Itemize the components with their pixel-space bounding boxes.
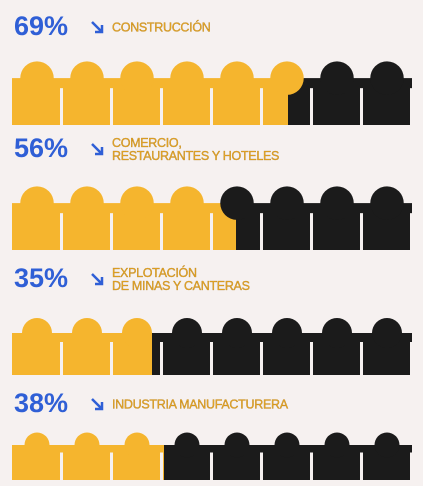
arrow-icon [91,273,104,286]
icon-gap [210,452,213,480]
percent-label: 38% [14,388,68,418]
category-label: INDUSTRIA MANUFACTURERA [112,397,289,411]
category-label: DE MINAS Y CANTERAS [112,279,250,293]
icon-top [24,432,50,458]
icon-top [122,318,152,348]
icon-gap [160,88,163,125]
icon-gap [210,88,213,125]
category-label: EXPLOTACIÓN [112,265,197,280]
percent-label: 69% [14,11,68,41]
icon-top [124,432,150,458]
icon-top [20,186,54,220]
icon-top [120,61,154,95]
icon-top [322,318,352,348]
icon-top [20,61,54,95]
icon-top [370,61,404,95]
icon-top [172,318,202,348]
icon-gap [260,88,263,125]
icon-top [222,318,252,348]
icon-top [320,61,354,95]
icon-gap [360,88,363,125]
icon-gap [160,342,163,375]
icon-top [70,186,104,220]
icon-gap [110,452,113,480]
icon-top [220,186,254,220]
icon-top [74,432,100,458]
icon-top [370,186,404,220]
icon-top [170,186,204,220]
category-label: CONSTRUCCIÓN [112,19,211,34]
icon-top [372,318,402,348]
icon-gap [110,88,113,125]
icon-top [270,61,304,95]
icon-gap [310,213,313,250]
icon-top [224,432,250,458]
icon-top [70,61,104,95]
arrow-icon [91,21,104,34]
icon-top [274,432,300,458]
icon-gap [310,452,313,480]
icon-gap [110,342,113,375]
icon-gap [210,342,213,375]
category-label: COMERCIO, [112,136,182,150]
icon-gap [260,452,263,480]
icon-gap [160,213,163,250]
icon-gap [60,88,63,125]
icon-top [174,432,200,458]
icon-gap [110,213,113,250]
icon-top [72,318,102,348]
icon-top [170,61,204,95]
icon-gap [60,342,63,375]
icon-gap [360,452,363,480]
icon-gap [360,342,363,375]
icon-gap [310,342,313,375]
icon-top [374,432,400,458]
icon-top [324,432,350,458]
icon-gap [410,452,413,480]
icon-gap [260,213,263,250]
icon-gap [410,342,413,375]
icon-gap [310,88,313,125]
icon-gap [360,213,363,250]
percent-label: 56% [14,133,68,163]
icon-top [220,61,254,95]
icon-top [120,186,154,220]
icon-top [270,186,304,220]
icon-gap [260,342,263,375]
icon-top [272,318,302,348]
arrow-icon [91,398,104,411]
icon-gap [210,213,213,250]
percent-label: 35% [14,263,68,293]
icon-gap [60,213,63,250]
icon-top [320,186,354,220]
icon-top [22,318,52,348]
icon-gap [60,452,63,480]
icon-gap [410,213,413,250]
icon-gap [410,88,413,125]
icon-gap [160,452,163,480]
category-label: RESTAURANTES Y HOTELES [112,149,279,163]
arrow-icon [91,143,104,156]
